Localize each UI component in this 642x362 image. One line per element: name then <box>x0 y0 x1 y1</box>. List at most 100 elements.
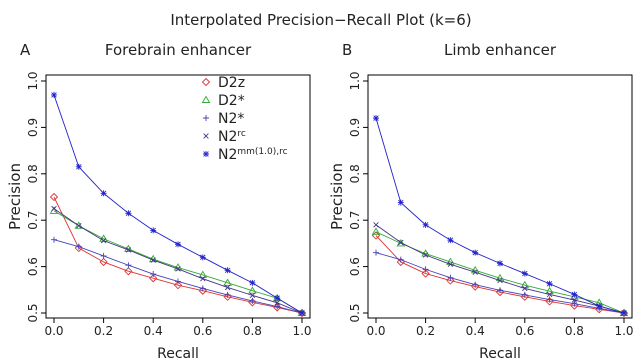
x-tick-label: 0.4 <box>144 324 163 338</box>
legend-label: D2z <box>218 75 245 91</box>
series-line-2 <box>53 239 303 314</box>
data-point-asterisk-4-7 <box>546 280 553 287</box>
data-point-asterisk-4-6 <box>521 270 528 277</box>
data-point-diamond-0-0 <box>49 192 59 202</box>
y-tick-label: 0.9 <box>348 118 362 137</box>
data-point-plus-2-7 <box>546 296 553 303</box>
y-tick-label: 0.9 <box>26 118 40 137</box>
data-point-cross-3-1 <box>76 223 82 229</box>
x-axis-label: Recall <box>479 346 521 362</box>
data-point-triangle-1-8 <box>248 286 257 294</box>
data-point-cross-legend-3 <box>203 133 209 139</box>
y-tick-label: 0.8 <box>348 164 362 183</box>
x-tick-label: 0.0 <box>366 324 385 338</box>
data-point-plus-2-3 <box>447 274 454 281</box>
data-point-plus-2-3 <box>125 262 132 269</box>
series-line-1 <box>375 231 625 314</box>
chart-panel-B: B Limb enhancer 0.0 0.2 0.4 0.6 0.8 1.0 0.5 0.6 0.… <box>328 41 634 362</box>
data-point-asterisk-4-4 <box>472 249 479 256</box>
data-point-diamond-0-3 <box>446 276 455 285</box>
data-point-cross-3-1 <box>398 239 404 246</box>
data-point-asterisk-4-5 <box>175 241 181 248</box>
data-point-plus-legend-2 <box>203 115 209 121</box>
data-point-asterisk-4-5 <box>497 260 503 267</box>
data-point-triangle-1-6 <box>520 280 530 289</box>
data-point-diamond-0-6 <box>198 286 207 295</box>
data-point-asterisk-4-2 <box>100 190 107 197</box>
data-point-asterisk-4-10 <box>621 310 627 316</box>
legend-label: N2mm(1.0),rc <box>218 147 288 163</box>
data-point-cross-3-5 <box>497 277 503 284</box>
data-point-plus-2-0 <box>51 236 57 243</box>
y-tick-label: 0.5 <box>348 303 362 322</box>
data-point-triangle-1-6 <box>198 270 208 278</box>
y-axis-label: Precision <box>6 163 24 230</box>
data-point-asterisk-4-3 <box>125 210 132 217</box>
panel-letter: B <box>342 41 352 59</box>
series-line-4 <box>375 117 625 314</box>
data-point-diamond-0-2 <box>421 269 430 278</box>
data-point-diamond-0-2 <box>99 257 108 267</box>
data-point-diamond-0-5 <box>173 281 183 290</box>
x-tick-label: 0.2 <box>416 324 435 338</box>
y-tick-label: 1.0 <box>348 71 362 90</box>
data-point-plus-2-8 <box>571 300 578 307</box>
data-point-plus-2-4 <box>472 281 479 288</box>
data-point-cross-3-6 <box>522 285 528 292</box>
x-tick-label: 0.2 <box>94 324 113 338</box>
figure-title: Interpolated Precision−Recall Plot (k=6) <box>170 11 471 29</box>
data-point-plus-2-8 <box>249 297 256 304</box>
legend: D2z D2* N2* N2rc N2mm(1.0),rc <box>201 75 288 163</box>
data-point-asterisk-legend-4 <box>203 151 209 157</box>
y-tick-label: 0.7 <box>348 211 362 230</box>
data-point-asterisk-4-7 <box>224 267 231 274</box>
chart-panel-A: A Forebrain enhancer 0.0 0.2 0.4 0.6 0.8 1.0 0.5… <box>6 41 312 362</box>
data-point-cross-3-8 <box>249 292 256 299</box>
data-point-plus-2-2 <box>422 266 429 273</box>
data-point-cross-3-8 <box>571 297 578 303</box>
data-point-plus-2-1 <box>397 256 404 263</box>
data-point-cross-3-2 <box>100 237 107 244</box>
data-point-cross-3-7 <box>546 291 553 298</box>
y-tick-label: 0.5 <box>26 303 40 322</box>
x-tick-label: 0.8 <box>243 324 262 338</box>
data-point-asterisk-4-0 <box>373 115 379 122</box>
data-point-asterisk-4-0 <box>51 91 57 98</box>
data-point-cross-3-6 <box>200 275 206 282</box>
data-point-cross-3-2 <box>422 252 429 258</box>
y-tick-label: 0.6 <box>26 257 40 276</box>
legend-label: N2* <box>218 111 244 127</box>
data-point-cross-3-0 <box>51 205 57 212</box>
series-line-0 <box>53 196 303 314</box>
data-point-plus-2-0 <box>373 249 379 256</box>
data-point-diamond-0-4 <box>149 274 158 283</box>
x-tick-label: 0.0 <box>44 324 63 338</box>
data-point-diamond-0-3 <box>124 267 133 276</box>
y-tick-label: 0.6 <box>348 257 362 276</box>
data-point-cross-3-3 <box>125 247 132 253</box>
x-tick-label: 0.6 <box>193 324 212 338</box>
data-point-plus-2-9 <box>274 303 281 310</box>
series-line-3 <box>53 208 303 314</box>
legend-label: N2rc <box>218 129 246 145</box>
series-line-1 <box>53 210 303 314</box>
panel-letter: A <box>20 41 31 59</box>
x-axis-label: Recall <box>157 346 199 362</box>
y-tick-label: 0.7 <box>26 211 40 230</box>
data-point-triangle-1-7 <box>223 278 232 286</box>
x-tick-label: 0.4 <box>466 324 485 338</box>
data-point-asterisk-4-9 <box>596 303 603 310</box>
data-point-asterisk-4-1 <box>75 163 82 170</box>
panel-title: Forebrain enhancer <box>105 41 252 59</box>
data-point-plus-2-7 <box>224 291 231 298</box>
data-point-asterisk-4-6 <box>199 254 206 261</box>
data-point-asterisk-4-1 <box>397 199 404 206</box>
data-point-triangle-legend-1 <box>201 95 211 103</box>
data-point-cross-3-5 <box>175 266 181 272</box>
data-point-asterisk-4-3 <box>447 237 454 244</box>
data-point-plus-2-6 <box>199 285 206 292</box>
data-point-diamond-legend-0 <box>201 77 211 87</box>
data-point-asterisk-4-10 <box>299 310 305 316</box>
y-tick-label: 0.8 <box>26 164 40 183</box>
